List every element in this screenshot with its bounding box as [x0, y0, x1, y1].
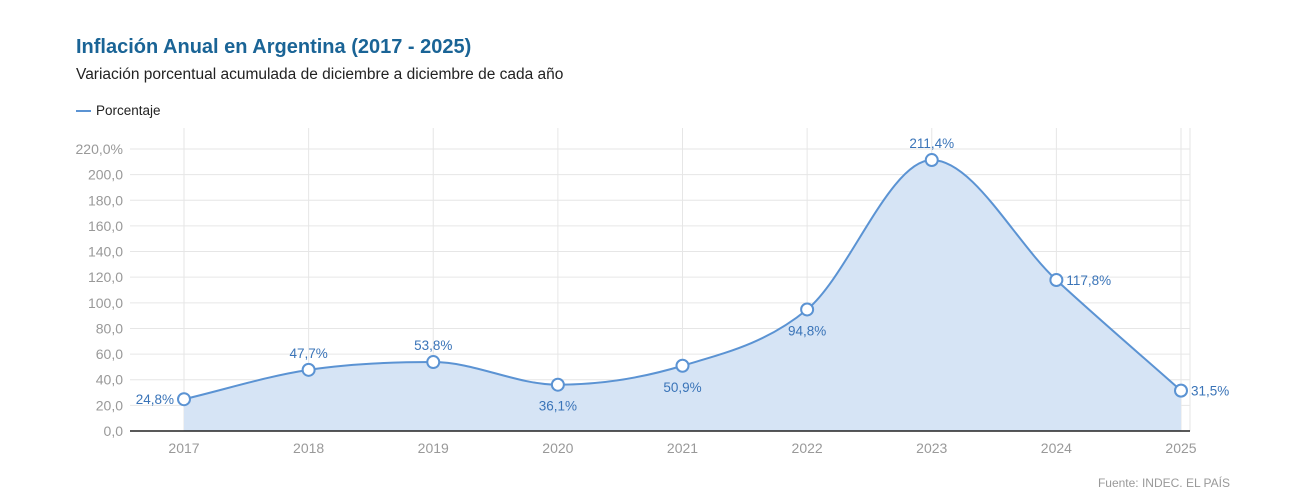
data-label: 36,1% — [539, 399, 577, 414]
x-tick-label: 2018 — [293, 440, 324, 456]
data-point — [1174, 383, 1188, 398]
data-label: 50,9% — [663, 380, 701, 395]
data-label: 31,5% — [1191, 384, 1229, 399]
data-point — [924, 153, 939, 168]
source-note: Fuente: INDEC. EL PAÍS — [1097, 476, 1230, 490]
x-tick-label: 2021 — [667, 440, 698, 456]
data-label: 53,8% — [414, 338, 452, 353]
data-point — [675, 358, 690, 373]
data-point — [800, 302, 815, 317]
data-point — [426, 355, 441, 370]
x-tick-label: 2025 — [1165, 440, 1196, 456]
y-tick-label: 200,0 — [88, 167, 123, 183]
legend[interactable]: Porcentaje — [76, 103, 161, 118]
x-tick-label: 2019 — [418, 440, 449, 456]
chart-title: Inflación Anual en Argentina (2017 - 202… — [76, 36, 472, 58]
data-point — [1049, 273, 1064, 288]
y-tick-label: 0,0 — [104, 423, 124, 439]
x-tick-label: 2024 — [1041, 440, 1072, 456]
data-label: 211,4% — [909, 136, 954, 151]
chart-subtitle: Variación porcentual acumulada de diciem… — [76, 66, 564, 83]
data-label: 24,8% — [136, 392, 174, 407]
x-tick-label: 2017 — [168, 440, 199, 456]
data-label: 117,8% — [1066, 273, 1111, 288]
x-tick-label: 2023 — [916, 440, 947, 456]
data-label: 47,7% — [289, 346, 327, 361]
y-tick-label: 40,0 — [96, 372, 123, 388]
y-tick-label: 180,0 — [88, 192, 123, 208]
y-tick-label: 140,0 — [88, 244, 123, 260]
y-tick-label: 160,0 — [88, 218, 123, 234]
y-tick-label: 20,0 — [96, 397, 123, 413]
y-tick-label: 80,0 — [96, 320, 123, 336]
y-tick-label: 220,0% — [76, 141, 123, 157]
legend-label: Porcentaje — [96, 103, 161, 118]
y-tick-label: 120,0 — [88, 269, 123, 285]
data-point — [177, 392, 191, 407]
x-tick-label: 2022 — [792, 440, 823, 456]
legend-swatch — [76, 109, 91, 112]
y-tick-label: 60,0 — [96, 346, 123, 362]
y-tick-label: 100,0 — [88, 295, 123, 311]
data-point — [301, 362, 316, 377]
data-point — [550, 377, 565, 392]
series-line — [183, 159, 1182, 401]
x-tick-label: 2020 — [542, 440, 573, 456]
data-label: 94,8% — [788, 323, 826, 338]
